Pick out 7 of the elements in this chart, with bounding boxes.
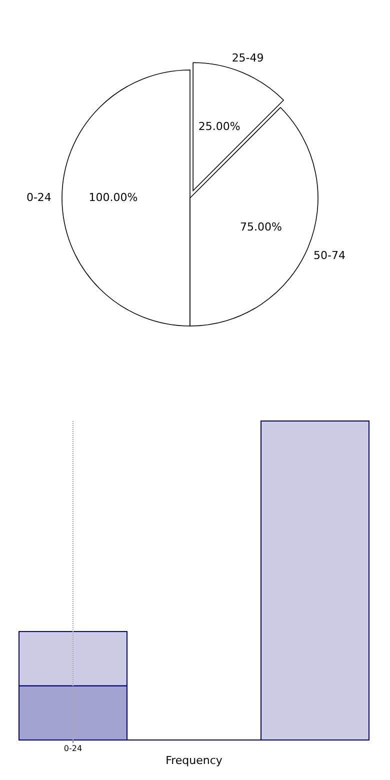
data-label: 75.00%	[240, 220, 282, 234]
data-label: 100.00%	[88, 191, 138, 204]
slice-label: 25-49	[232, 51, 264, 64]
x-axis-title: Frequency	[166, 754, 223, 767]
slice-label: 50-74	[314, 248, 346, 262]
data-label: 25.00%	[198, 120, 240, 134]
slice-label: 0-24	[26, 191, 52, 204]
